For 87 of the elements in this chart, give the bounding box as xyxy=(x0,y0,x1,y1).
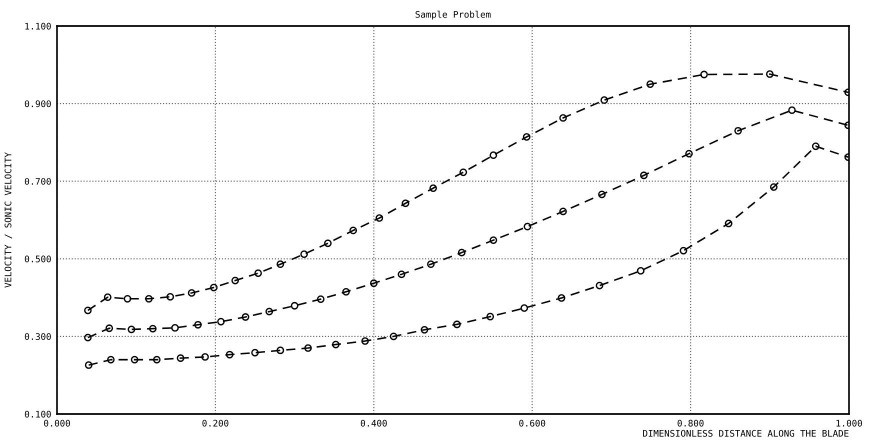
point xyxy=(242,313,250,321)
point xyxy=(152,356,161,364)
point xyxy=(700,70,708,78)
point xyxy=(402,199,410,208)
point xyxy=(636,267,645,275)
point xyxy=(490,236,498,244)
point xyxy=(128,326,136,334)
point xyxy=(254,269,262,277)
point xyxy=(596,282,604,290)
point xyxy=(188,289,196,297)
point xyxy=(104,293,112,302)
point xyxy=(427,260,435,268)
point xyxy=(770,183,778,191)
point xyxy=(276,260,284,268)
point xyxy=(84,361,92,369)
point xyxy=(265,308,274,316)
point xyxy=(812,142,820,150)
point xyxy=(210,284,218,292)
point xyxy=(231,276,240,284)
point xyxy=(429,184,438,192)
point xyxy=(390,332,398,340)
x-tick-label: 0.000 xyxy=(44,420,70,427)
point xyxy=(217,318,225,326)
point xyxy=(194,320,202,329)
x-tick-label: 0.200 xyxy=(202,420,228,427)
point xyxy=(522,133,530,141)
point xyxy=(766,70,774,78)
point xyxy=(598,190,606,198)
x-tick-label: 0.600 xyxy=(519,420,546,427)
point xyxy=(107,356,115,364)
point xyxy=(361,337,369,345)
point xyxy=(332,340,340,348)
point xyxy=(130,356,138,364)
point xyxy=(105,324,114,332)
point xyxy=(290,302,298,310)
x-tick-label: 1.000 xyxy=(836,420,862,427)
point xyxy=(124,294,132,303)
y-axis-title: VELOCITY / SONIC VELOCITY xyxy=(4,152,12,288)
y-tick-label: 0.500 xyxy=(24,256,51,262)
point xyxy=(251,348,259,357)
y-tick-label: 0.100 xyxy=(24,410,51,418)
point xyxy=(149,324,157,332)
point xyxy=(559,114,567,122)
point xyxy=(84,334,92,342)
point xyxy=(600,96,608,104)
point xyxy=(646,80,654,88)
point xyxy=(680,246,688,254)
point xyxy=(316,295,325,303)
point xyxy=(524,222,532,230)
point xyxy=(300,250,308,258)
y-tick-label: 0.300 xyxy=(24,333,51,340)
x-tick-label: 0.800 xyxy=(678,420,704,427)
point xyxy=(453,320,461,328)
point xyxy=(304,344,312,352)
x-tick-label: 0.400 xyxy=(360,420,387,427)
point xyxy=(398,270,406,278)
point xyxy=(349,226,358,234)
point xyxy=(788,106,796,114)
point xyxy=(171,324,179,332)
point xyxy=(520,304,528,312)
point xyxy=(226,350,234,358)
point xyxy=(724,220,732,228)
point xyxy=(176,354,184,362)
point xyxy=(342,288,350,296)
point xyxy=(685,150,693,158)
point xyxy=(559,208,567,216)
point xyxy=(420,326,428,334)
point xyxy=(145,294,153,303)
y-tick-label: 0.900 xyxy=(24,100,51,108)
y-tick-label: 1.100 xyxy=(25,22,51,30)
point xyxy=(558,294,566,302)
point xyxy=(84,306,92,314)
point xyxy=(490,151,498,160)
x-axis-title: DIMENSIONLESS DISTANCE ALONG THE BLADE xyxy=(643,430,848,437)
y-tick-label: 0.700 xyxy=(24,178,51,185)
point xyxy=(276,346,284,354)
point xyxy=(486,312,494,320)
point xyxy=(324,239,332,248)
point xyxy=(734,126,742,135)
chart-title: Sample Problem xyxy=(416,10,491,20)
point xyxy=(458,248,466,256)
point xyxy=(201,353,209,361)
point xyxy=(640,172,648,180)
point xyxy=(370,279,378,288)
point xyxy=(459,168,468,176)
point xyxy=(376,214,384,222)
point xyxy=(166,293,174,301)
